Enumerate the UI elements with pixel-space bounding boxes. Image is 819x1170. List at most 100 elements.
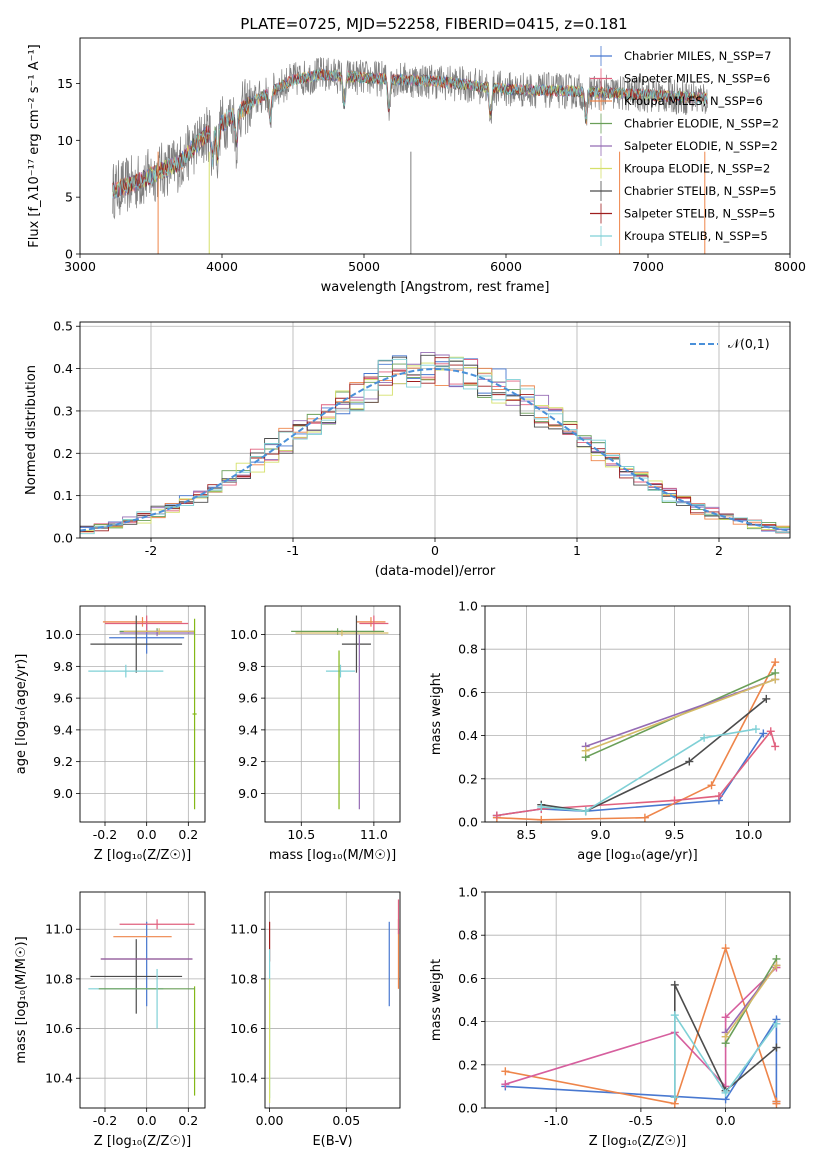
y-tick-label: 11.0 — [230, 922, 258, 937]
x-tick-label: 8000 — [774, 259, 806, 274]
x-tick-label: -2 — [145, 543, 157, 558]
y-tick-label: 0.0 — [53, 531, 73, 546]
y-tick-label: 0.4 — [458, 1014, 478, 1029]
x-tick-label: 2 — [715, 543, 723, 558]
y-tick-label: 10.8 — [45, 971, 73, 986]
y-tick-label: 0.2 — [458, 1057, 478, 1072]
spectrum-legend: Chabrier MILES, N_SSP=7 Salpeter MILES, N… — [590, 46, 779, 246]
x-tick-label: 0 — [431, 543, 439, 558]
y-axis-label: mass weight — [429, 673, 444, 755]
y-tick-label: 0.8 — [458, 642, 478, 657]
y-tick-label: 0.6 — [458, 971, 478, 986]
y-tick-label: 1.0 — [458, 885, 478, 900]
mass-weight-line — [496, 661, 776, 821]
legend-label: Salpeter MILES, N_SSP=6 — [624, 72, 770, 86]
x-tick-label: 7000 — [632, 259, 664, 274]
y-tick-label: 10.4 — [45, 1071, 73, 1086]
y-tick-label: 0.4 — [53, 361, 73, 376]
x-tick-label: 1 — [573, 543, 581, 558]
y-tick-label: 10 — [57, 133, 73, 148]
x-tick-label: 11.0 — [360, 827, 388, 842]
y-axis-label: age [log₁₀(age/yr)] — [14, 654, 29, 775]
y-axis-label: mass weight — [429, 959, 444, 1041]
panel-mass_vs_z: -0.2 0.0 0.2 10.4 10.6 10.8 11.0 Z [log₁₀(Z/Z☉)… — [14, 891, 206, 1149]
y-tick-label: 0.2 — [458, 771, 478, 786]
legend-label: Salpeter ELODIE, N_SSP=2 — [624, 139, 778, 153]
y-tick-label: 0.4 — [458, 728, 478, 743]
y-tick-label: 0.6 — [458, 685, 478, 700]
figure-title: PLATE=0725, MJD=52258, FIBERID=0415, z=0… — [240, 15, 627, 33]
y-axis-label: Normed distribution — [24, 365, 39, 495]
x-tick-label: 4000 — [206, 259, 238, 274]
legend-label: Salpeter STELIB, N_SSP=5 — [624, 207, 775, 221]
y-tick-label: 0.8 — [458, 928, 478, 943]
x-axis-label: (data-model)/error — [375, 564, 496, 579]
x-tick-label: 9.0 — [591, 827, 611, 842]
x-tick-label: -0.2 — [93, 1113, 117, 1128]
x-tick-label: 0.0 — [137, 1113, 157, 1128]
x-tick-label: 8.5 — [517, 827, 537, 842]
panel-weight_vs_age: 8.5 9.0 9.5 10.0 0.0 0.2 0.4 0.6 0.8 1.0 age [log₁… — [429, 599, 791, 863]
mass-weight-line — [496, 729, 776, 817]
y-tick-label: 0 — [65, 247, 73, 262]
legend-label: Kroupa MILES, N_SSP=6 — [624, 94, 763, 108]
y-tick-label: 9.4 — [238, 722, 258, 737]
x-tick-label: -0.2 — [93, 827, 117, 842]
x-axis-label: age [log₁₀(age/yr)] — [577, 848, 698, 863]
panel-weight_vs_z: -1.0 -0.5 0.0 0.0 0.2 0.4 0.6 0.8 1.0 Z [log₁₀(Z/… — [429, 885, 791, 1149]
y-tick-label: 10.4 — [230, 1071, 258, 1086]
normal-curve — [79, 367, 791, 532]
y-tick-label: 0.1 — [53, 488, 73, 503]
legend-label: Chabrier MILES, N_SSP=7 — [624, 49, 771, 63]
panel-residuals: -2 -1 0 1 2 0.0 0.1 0.2 0.3 0.4 0.5 (data-model)/er… — [24, 319, 791, 579]
x-tick-label: 5000 — [348, 259, 380, 274]
y-tick-label: 9.6 — [238, 691, 258, 706]
x-tick-label: -1 — [287, 543, 299, 558]
x-tick-label: 9.5 — [665, 827, 685, 842]
x-axis-label: Z [log₁₀(Z/Z☉)] — [589, 1134, 686, 1149]
model-spectrum — [112, 68, 708, 199]
axes-frame — [484, 891, 791, 1109]
x-axis-label: wavelength [Angstrom, rest frame] — [321, 280, 550, 295]
x-tick-label: 0.2 — [178, 1113, 198, 1128]
x-tick-label: -0.5 — [629, 1113, 653, 1128]
y-tick-label: 0.3 — [53, 403, 73, 418]
axes-frame — [264, 891, 401, 1109]
panel-mass_vs_ebv: 0.00 0.05 10.4 10.6 10.8 11.0 E(B-V) — [230, 891, 401, 1149]
y-tick-label: 10.0 — [230, 627, 258, 642]
y-tick-label: 9.6 — [53, 691, 73, 706]
legend-label: Chabrier ELODIE, N_SSP=2 — [624, 117, 779, 131]
y-tick-label: 10.8 — [230, 971, 258, 986]
legend-label: 𝒩(0,1) — [728, 336, 770, 351]
axes-frame — [79, 321, 791, 539]
x-axis-label: Z [log₁₀(Z/Z☉)] — [94, 848, 191, 863]
mass-weight-line — [541, 698, 767, 813]
y-axis-label: mass [log₁₀(M/M☉)] — [14, 936, 29, 1063]
y-tick-label: 1.0 — [458, 599, 478, 614]
x-tick-label: 3000 — [64, 259, 96, 274]
y-tick-label: 0.5 — [53, 319, 73, 334]
axes-frame — [484, 605, 791, 823]
legend-label: Kroupa STELIB, N_SSP=5 — [624, 229, 768, 243]
y-tick-label: 15 — [57, 76, 73, 91]
mass-weight-line — [541, 728, 757, 813]
y-tick-label: 9.0 — [53, 786, 73, 801]
x-tick-label: 6000 — [490, 259, 522, 274]
mass-weight-line — [673, 1012, 778, 1098]
panel-age_vs_mass: 10.5 11.0 9.0 9.2 9.4 9.6 9.8 10.0 mass [log₁₀(M… — [230, 605, 401, 863]
y-tick-label: 9.0 — [238, 786, 258, 801]
mass-weight-line — [585, 678, 776, 752]
y-tick-label: 10.6 — [45, 1021, 73, 1036]
y-tick-label: 9.2 — [53, 754, 73, 769]
x-axis-label: E(B-V) — [312, 1134, 352, 1149]
axes-frame — [79, 37, 791, 255]
y-tick-label: 10.0 — [45, 627, 73, 642]
y-tick-label: 0.0 — [458, 815, 478, 830]
x-tick-label: 0.0 — [716, 1113, 736, 1128]
y-tick-label: 5 — [65, 190, 73, 205]
y-tick-label: 11.0 — [45, 922, 73, 937]
y-tick-label: 9.8 — [53, 659, 73, 674]
y-axis-label: Flux [f_λ10⁻¹⁷ erg cm⁻² s⁻¹ A⁻¹] — [27, 44, 42, 248]
x-axis-label: mass [log₁₀(M/M☉)] — [269, 848, 396, 863]
